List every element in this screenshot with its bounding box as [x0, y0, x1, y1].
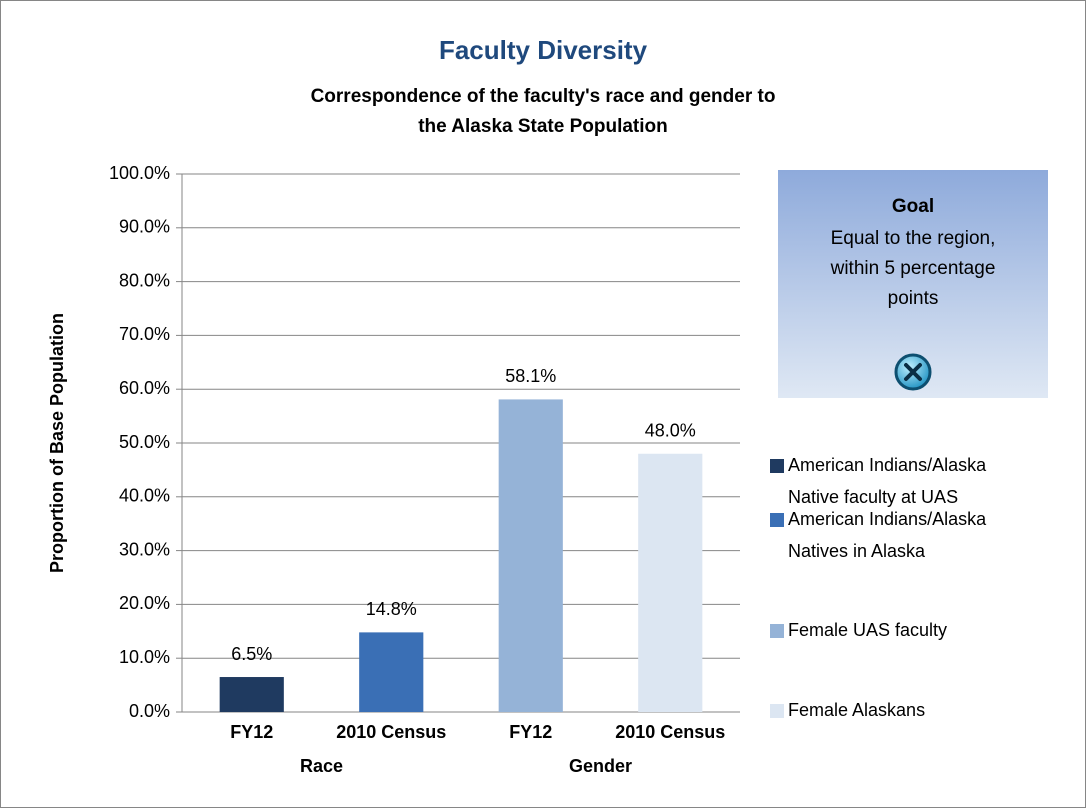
subtitle: the Alaska State Population — [418, 116, 668, 137]
y-tick-label: 10.0% — [119, 647, 170, 667]
legend-label: American Indians/Alaska — [788, 509, 987, 529]
bar — [359, 632, 424, 712]
x-tick-label: FY12 — [509, 722, 552, 742]
legend-label: Female UAS faculty — [788, 620, 947, 640]
y-tick-label: 100.0% — [109, 163, 170, 183]
goal-text: Equal to the region, — [831, 228, 996, 249]
x-tick-label: 2010 Census — [336, 722, 446, 742]
y-tick-label: 60.0% — [119, 378, 170, 398]
data-label: 58.1% — [505, 366, 556, 386]
legend-swatch — [770, 704, 784, 718]
goal-text: points — [888, 288, 939, 309]
y-tick-label: 0.0% — [129, 701, 170, 721]
y-tick-label: 70.0% — [119, 324, 170, 344]
bar — [498, 399, 563, 712]
goal-icon — [894, 353, 932, 391]
bar — [219, 677, 284, 712]
bar — [638, 453, 703, 712]
x-tick-label: 2010 Census — [615, 722, 725, 742]
x-tick-label: FY12 — [230, 722, 273, 742]
y-tick-label: 40.0% — [119, 486, 170, 506]
goal-text: within 5 percentage — [830, 258, 996, 279]
y-axis-label: Proportion of Base Population — [47, 313, 67, 573]
data-label: 48.0% — [645, 421, 696, 441]
group-label: Gender — [569, 756, 632, 776]
legend-swatch — [770, 513, 784, 527]
subtitle: Correspondence of the faculty's race and… — [311, 86, 776, 107]
y-tick-label: 80.0% — [119, 270, 170, 290]
data-label: 14.8% — [366, 599, 417, 619]
legend-swatch — [770, 459, 784, 473]
y-tick-label: 20.0% — [119, 593, 170, 613]
legend-swatch — [770, 624, 784, 638]
legend-label: American Indians/Alaska — [788, 455, 987, 475]
legend-label: Natives in Alaska — [788, 541, 926, 561]
legend-label: Native faculty at UAS — [788, 487, 958, 507]
group-label: Race — [300, 756, 343, 776]
goal-heading: Goal — [892, 196, 934, 217]
y-tick-label: 90.0% — [119, 217, 170, 237]
y-tick-label: 30.0% — [119, 539, 170, 559]
data-label: 6.5% — [231, 644, 272, 664]
chart-title: Faculty Diversity — [439, 35, 648, 65]
y-tick-label: 50.0% — [119, 432, 170, 452]
legend-label: Female Alaskans — [788, 700, 925, 720]
